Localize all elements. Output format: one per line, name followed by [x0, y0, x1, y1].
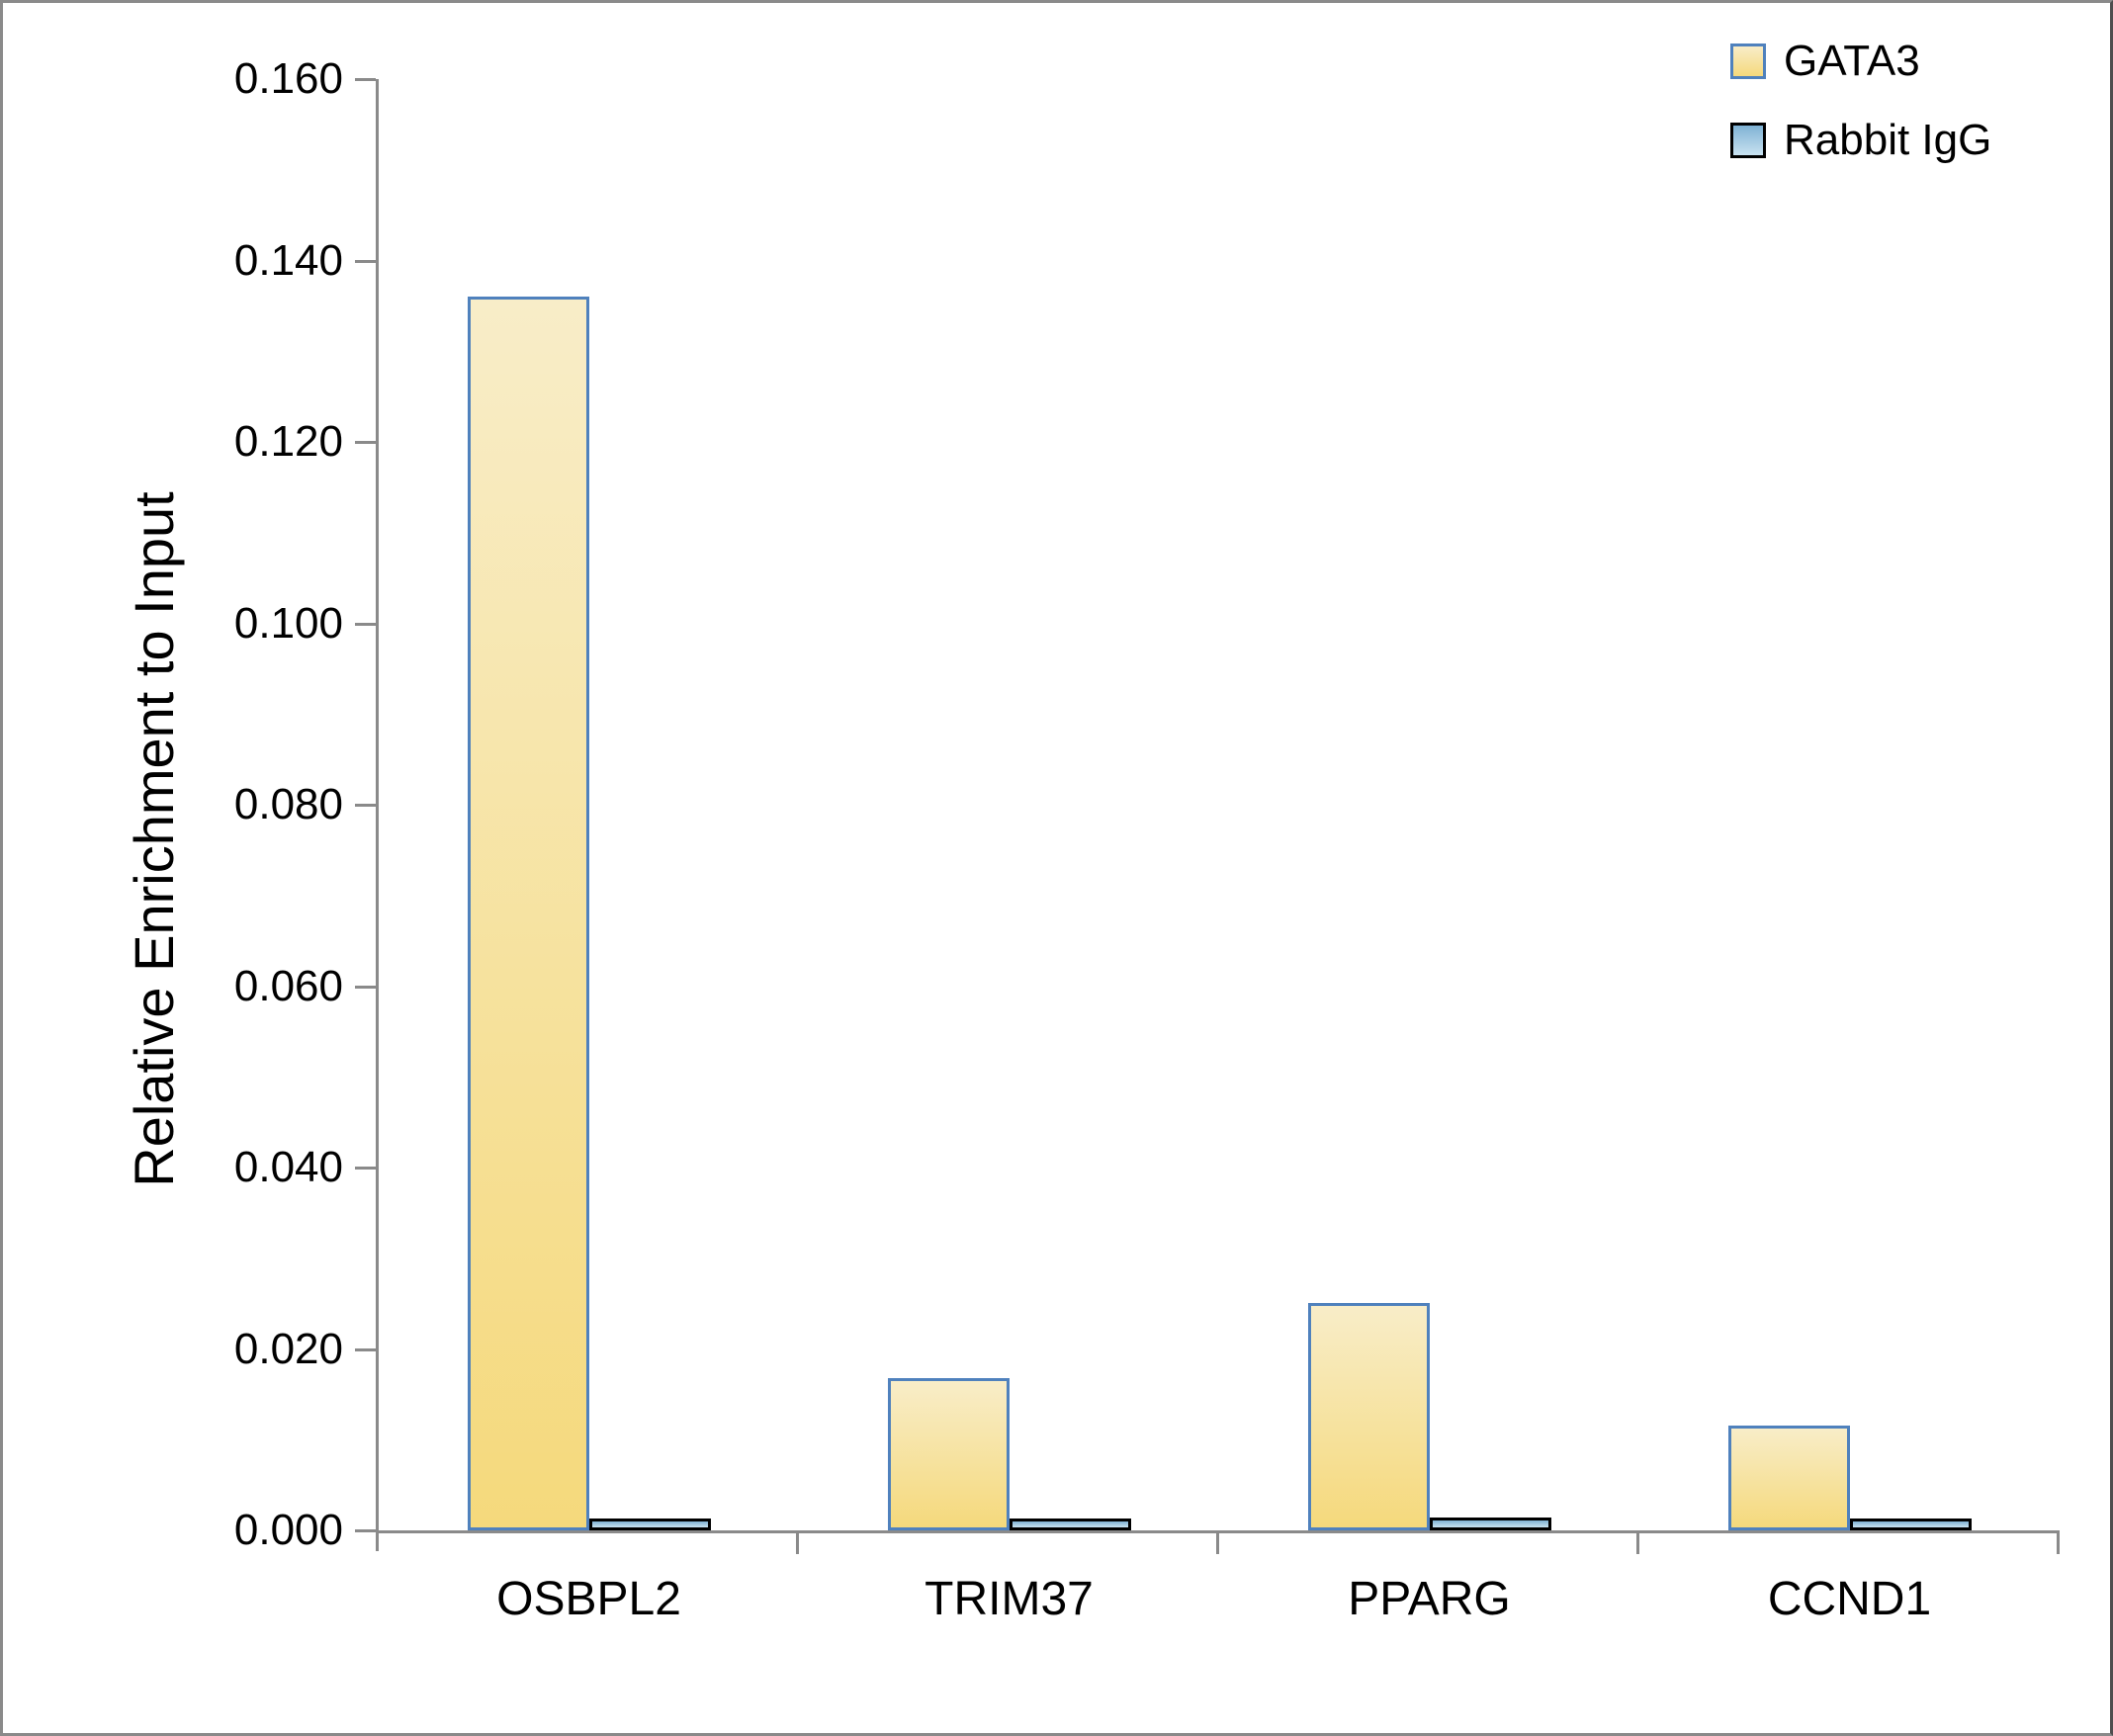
x-axis-category-label: TRIM37	[924, 1573, 1094, 1625]
y-axis-tick-label: 0.160	[233, 54, 343, 103]
legend-label-rabbit-igg: Rabbit IgG	[1784, 116, 1992, 164]
y-axis-tick-label: 0.140	[233, 235, 343, 285]
bar-gata3-pparg	[1307, 1303, 1430, 1530]
y-axis-tick	[355, 1347, 376, 1351]
bar-gata3-trim37	[887, 1378, 1010, 1530]
y-axis-tick-label: 0.040	[233, 1143, 343, 1191]
x-axis-category-label: PPARG	[1348, 1573, 1511, 1625]
legend-swatch-gata3	[1730, 43, 1766, 79]
legend-swatch-rabbit-igg	[1730, 123, 1766, 158]
y-axis-tick-label: 0.120	[233, 417, 343, 466]
bar-gata3-osbpl2	[467, 297, 589, 1530]
y-axis-tick	[355, 441, 376, 444]
x-axis-tick	[796, 1533, 799, 1554]
y-axis-tick	[355, 78, 376, 81]
y-axis-tick-label: 0.060	[233, 961, 343, 1010]
y-axis-tick	[355, 1529, 376, 1532]
y-axis-tick-label: 0.000	[233, 1506, 343, 1554]
bar-rabbit-igg-pparg	[1429, 1518, 1551, 1530]
y-axis-tick-label: 0.080	[233, 780, 343, 828]
legend-label-gata3: GATA3	[1784, 37, 1920, 85]
bar-rabbit-igg-trim37	[1009, 1519, 1131, 1530]
y-axis-tick	[355, 985, 376, 989]
legend-item-rabbit-igg: Rabbit IgG	[1730, 111, 1991, 170]
bar-rabbit-igg-ccnd1	[1849, 1519, 1972, 1530]
bar-gata3-ccnd1	[1727, 1426, 1850, 1530]
y-axis-tick	[355, 622, 376, 626]
x-axis-category-label: CCND1	[1767, 1573, 1932, 1625]
x-axis-line	[376, 1530, 2060, 1533]
y-axis-tick-label: 0.020	[233, 1324, 343, 1373]
y-axis-tick	[355, 1167, 376, 1170]
y-axis-line	[376, 79, 379, 1551]
y-axis-tick	[355, 259, 376, 263]
x-axis-tick	[1636, 1533, 1639, 1554]
x-axis-tick	[1216, 1533, 1219, 1554]
x-axis-tick	[2057, 1533, 2060, 1554]
y-axis-tick	[355, 804, 376, 807]
y-axis-tick-label: 0.100	[233, 598, 343, 648]
bar-rabbit-igg-osbpl2	[588, 1519, 711, 1530]
x-axis-category-label: OSBPL2	[496, 1573, 681, 1625]
legend-item-gata3: GATA3	[1730, 32, 1920, 91]
